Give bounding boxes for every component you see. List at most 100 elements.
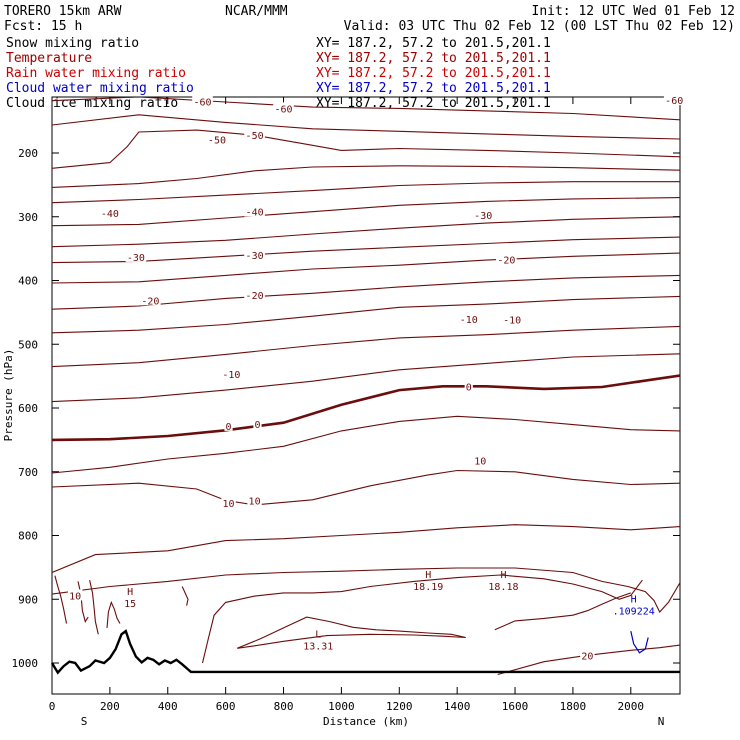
- contour-label-bg: [244, 289, 265, 301]
- legend-xy-temperature: XY= 187.2, 57.2 to 201.5,201.1: [316, 51, 551, 66]
- contour-label-bg: [247, 494, 262, 506]
- contour-label-bg: [580, 649, 595, 661]
- isotherm-10: [52, 295, 680, 334]
- legend-item-cloud-ice: Cloud ice mixing ratio: [6, 96, 178, 111]
- x-tick-label: 1400: [444, 700, 471, 713]
- extrema-value: 15: [124, 599, 136, 610]
- contour-label-bg: [663, 94, 685, 106]
- contour-label-bg: [99, 206, 121, 218]
- x-tick-label: 400: [158, 700, 178, 713]
- legend-item-cloud-water: Cloud water mixing ratio: [6, 81, 194, 96]
- contour-label-bg: [221, 496, 236, 508]
- isotherm-23: [89, 579, 99, 635]
- legend-item-snow: Snow mixing ratio: [6, 36, 139, 51]
- isotherm-1: [52, 114, 680, 140]
- isotherm-2: [52, 129, 680, 169]
- extrema-value: .109224: [613, 606, 655, 617]
- forecast-hour: Fcst: 15 h: [4, 19, 82, 34]
- x-tick-label: 600: [216, 700, 236, 713]
- contour-label: -10: [503, 315, 521, 326]
- contour-label: -60: [665, 96, 683, 107]
- contour-label: -30: [246, 251, 264, 262]
- y-tick-label: 800: [18, 530, 38, 543]
- contour-label: -60: [274, 104, 292, 115]
- x-tick-label: 200: [100, 700, 120, 713]
- contour-label-bg: [244, 205, 265, 217]
- contour-label: 0: [466, 382, 472, 393]
- contour-label: 10: [69, 591, 81, 602]
- y-tick-label: 400: [18, 275, 38, 288]
- init-time: Init: 12 UTC Wed 01 Feb 12: [532, 4, 736, 19]
- contour-label: -50: [246, 131, 264, 142]
- contour-label: 10: [249, 496, 261, 507]
- contour-label: 20: [581, 651, 593, 662]
- contour-label: -20: [141, 296, 159, 307]
- contour-label: -10: [222, 370, 240, 381]
- extrema-value: 18.19: [413, 582, 443, 593]
- x-tick-label: 1800: [560, 700, 587, 713]
- contour-label-bg: [464, 380, 473, 392]
- isotherm-26: [181, 586, 189, 606]
- contour-label-bg: [472, 208, 494, 220]
- y-tick-label: 600: [18, 402, 38, 415]
- isotherm-16: [52, 524, 680, 574]
- contour-label-bg: [501, 313, 523, 325]
- contour-label: 10: [223, 499, 235, 510]
- extrema-marker-h: H: [500, 570, 506, 581]
- isotherm-14: [52, 415, 680, 474]
- contour-label: -40: [101, 209, 119, 220]
- contour-label: -20: [246, 291, 264, 302]
- x-tick-label: 1600: [502, 700, 529, 713]
- contour-label: -60: [193, 97, 211, 108]
- x-axis-label: Distance (km): [323, 715, 409, 728]
- contour-label: -30: [474, 211, 492, 222]
- valid-time: Valid: 03 UTC Thu 02 Feb 12 (00 LST Thu …: [344, 19, 735, 34]
- isotherm-11: [52, 325, 680, 368]
- isotherm-20: [494, 592, 631, 631]
- contour-label-bg: [206, 133, 228, 145]
- isotherm-17: [52, 567, 680, 613]
- plot-frame: [51, 96, 681, 695]
- contour-label: -40: [246, 208, 264, 219]
- contour-label: -20: [497, 255, 515, 266]
- contour-label: -30: [127, 253, 145, 264]
- legend-xy-snow: XY= 187.2, 57.2 to 201.5,201.1: [316, 36, 551, 51]
- y-tick-label: 300: [18, 211, 38, 224]
- terrain-profile: [50, 629, 680, 675]
- y-tick-label: 500: [18, 338, 38, 351]
- isotherm-12: [52, 353, 680, 403]
- cloud-water-contour: [630, 630, 649, 654]
- contour-label-bg: [253, 417, 262, 429]
- extrema-marker-h: H: [127, 587, 133, 598]
- isotherm-6: [52, 216, 680, 248]
- contour-label-bg: [473, 454, 488, 466]
- extrema-marker-h: H: [631, 594, 637, 605]
- contour-label-bg: [224, 419, 233, 431]
- north-end-label: N: [658, 715, 665, 728]
- legend: Snow mixing ratio XY= 187.2, 57.2 to 201…: [6, 36, 551, 111]
- y-axis-label: Pressure (hPa): [2, 349, 15, 442]
- isotherm-4: [52, 181, 680, 204]
- extrema-marker-l: L: [315, 630, 321, 641]
- isotherm-18: [201, 574, 643, 664]
- x-tick-label: 1000: [328, 700, 355, 713]
- contour-label-bg: [458, 312, 480, 324]
- y-tick-label: 900: [18, 593, 38, 606]
- extrema-value: 18.18: [488, 582, 518, 593]
- axes-layer: 0 200 400 600 800 1000 1200 1400 1600 1800 2000200…: [12, 97, 680, 713]
- south-end-label: S: [81, 715, 88, 728]
- isotherm-3: [52, 165, 680, 188]
- legend-item-rain: Rain water mixing ratio: [6, 66, 186, 81]
- legend-xy-rain: XY= 187.2, 57.2 to 201.5,201.1: [316, 66, 551, 81]
- isotherm-15: [52, 469, 680, 506]
- isotherm-8: [52, 252, 680, 284]
- center-title: NCAR/MMM: [225, 4, 288, 19]
- isotherm-22: [54, 575, 68, 624]
- isotherm-24: [106, 600, 121, 628]
- contour-label: 10: [474, 456, 486, 467]
- contour-label-bg: [244, 129, 265, 141]
- isotherm-0: [52, 97, 680, 121]
- extrema-marker-h: H: [425, 570, 431, 581]
- contour-label-bg: [125, 250, 147, 262]
